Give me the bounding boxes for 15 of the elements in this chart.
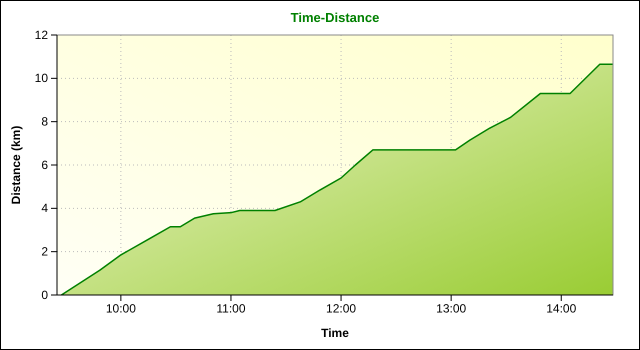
x-tick-label: 13:00 — [436, 302, 466, 316]
chart-title: Time-Distance — [290, 10, 380, 25]
x-tick-label: 12:00 — [326, 302, 356, 316]
y-tick-label: 8 — [41, 114, 48, 129]
x-axis-title: Time — [321, 326, 350, 340]
y-tick-label: 0 — [41, 288, 48, 302]
x-tick-label: 11:00 — [216, 302, 246, 316]
x-tick-label: 14:00 — [546, 302, 577, 316]
y-tick-label: 10 — [34, 71, 48, 86]
y-axis-title: Distance (km) — [9, 126, 23, 204]
y-tick-label: 2 — [41, 244, 48, 259]
x-tick-label: 10:00 — [106, 302, 136, 316]
y-tick-label: 4 — [41, 201, 48, 216]
y-tick-label: 6 — [41, 158, 48, 172]
y-tick-label: 12 — [34, 28, 48, 42]
